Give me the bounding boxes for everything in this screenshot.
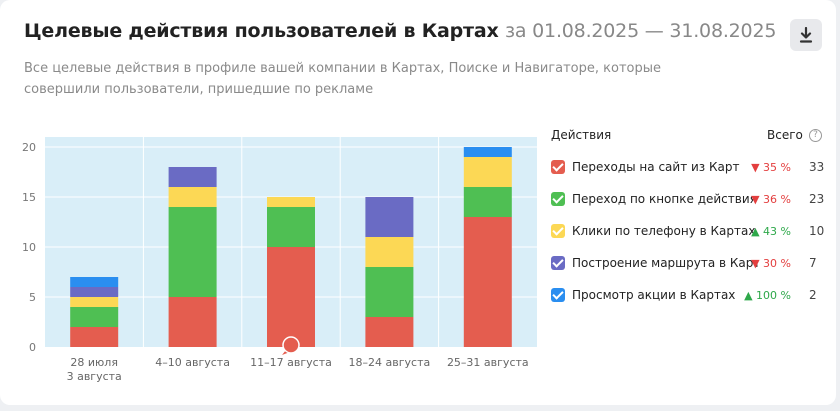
bar-segment [463, 157, 512, 187]
legend-total: 33 [809, 160, 825, 174]
legend-change-down: ▼ 30 % [751, 257, 791, 270]
bar-segment [70, 327, 119, 347]
legend-label: Просмотр акции в Картах [572, 288, 736, 302]
y-tick-label: 0 [29, 341, 36, 354]
bar-segment [365, 197, 414, 237]
legend-item[interactable]: Переходы на сайт из Карт ▼ 35 % 33 [551, 158, 836, 178]
bar-segment [463, 147, 512, 157]
bar-segment [168, 187, 217, 207]
bar-segment [168, 167, 217, 187]
legend-checkbox[interactable] [551, 224, 565, 238]
y-tick-label: 15 [22, 191, 36, 204]
legend-item[interactable]: Просмотр акции в Картах ▲ 100 % 2 [551, 286, 836, 306]
page-subtitle: Все целевые действия в профиле вашей ком… [24, 61, 661, 97]
bar-segment [70, 277, 119, 287]
legend-item[interactable]: Построение маршрута в Картах ▼ 30 % 7 [551, 254, 836, 274]
download-icon [799, 27, 813, 43]
download-button[interactable] [790, 19, 822, 51]
bar-segment [70, 297, 119, 307]
y-tick-label: 10 [22, 241, 36, 254]
legend-change-up: ▲ 100 % [744, 289, 791, 302]
legend-total: 7 [809, 256, 817, 270]
bar-segment [365, 317, 414, 347]
legend-label: Переход по кнопке действия из Карт [572, 192, 758, 206]
legend-item[interactable]: Переход по кнопке действия из Карт▼ 36 %… [551, 190, 836, 210]
legend-label: Построение маршрута в Картах [572, 256, 758, 270]
y-tick-label: 20 [22, 141, 36, 154]
legend-change-down: ▼ 35 % [751, 161, 791, 174]
legend-heading: Действия [551, 128, 612, 142]
x-tick-label: 28 июля [70, 356, 118, 369]
legend-total: 10 [809, 224, 825, 238]
legend-label: Переходы на сайт из Карт [572, 160, 740, 174]
x-tick-label: 3 августа [67, 370, 122, 383]
bar-segment [463, 217, 512, 347]
legend-change-up: ▲ 43 % [751, 225, 791, 238]
bar-segment [463, 187, 512, 217]
legend-total-heading: Всего [767, 128, 803, 142]
bar-segment [267, 207, 315, 247]
legend-item[interactable]: Клики по телефону в Картах ▲ 43 % 10 [551, 222, 836, 242]
bar-segment [70, 287, 119, 297]
title-period: за 01.08.2025 — 31.08.2025 [504, 20, 777, 42]
title-text: Целевые действия пользователей в Картах [24, 20, 499, 42]
comment-marker-icon[interactable] [282, 336, 300, 355]
bar-segment [168, 207, 217, 297]
legend-total: 23 [809, 192, 825, 206]
bar-segment [267, 247, 315, 347]
legend-checkbox[interactable] [551, 256, 565, 270]
x-tick-label: 25–31 августа [447, 356, 529, 369]
legend-label: Клики по телефону в Картах [572, 224, 756, 238]
bar-segment [267, 197, 315, 207]
help-icon[interactable]: ? [809, 129, 822, 142]
legend-checkbox[interactable] [551, 288, 565, 302]
legend-checkbox[interactable] [551, 192, 565, 206]
legend-total: 2 [809, 288, 817, 302]
y-tick-label: 5 [29, 291, 36, 304]
bar-segment [365, 237, 414, 267]
bar-segment [168, 297, 217, 347]
legend-checkbox[interactable] [551, 160, 565, 174]
legend-change-down: ▼ 36 % [751, 193, 791, 206]
bar-segment [70, 307, 119, 327]
page-title: Целевые действия пользователей в Картах … [24, 20, 776, 42]
x-tick-label: 11–17 августа [250, 356, 332, 369]
bar-segment [365, 267, 414, 317]
x-tick-label: 4–10 августа [155, 356, 230, 369]
x-tick-label: 18–24 августа [349, 356, 431, 369]
